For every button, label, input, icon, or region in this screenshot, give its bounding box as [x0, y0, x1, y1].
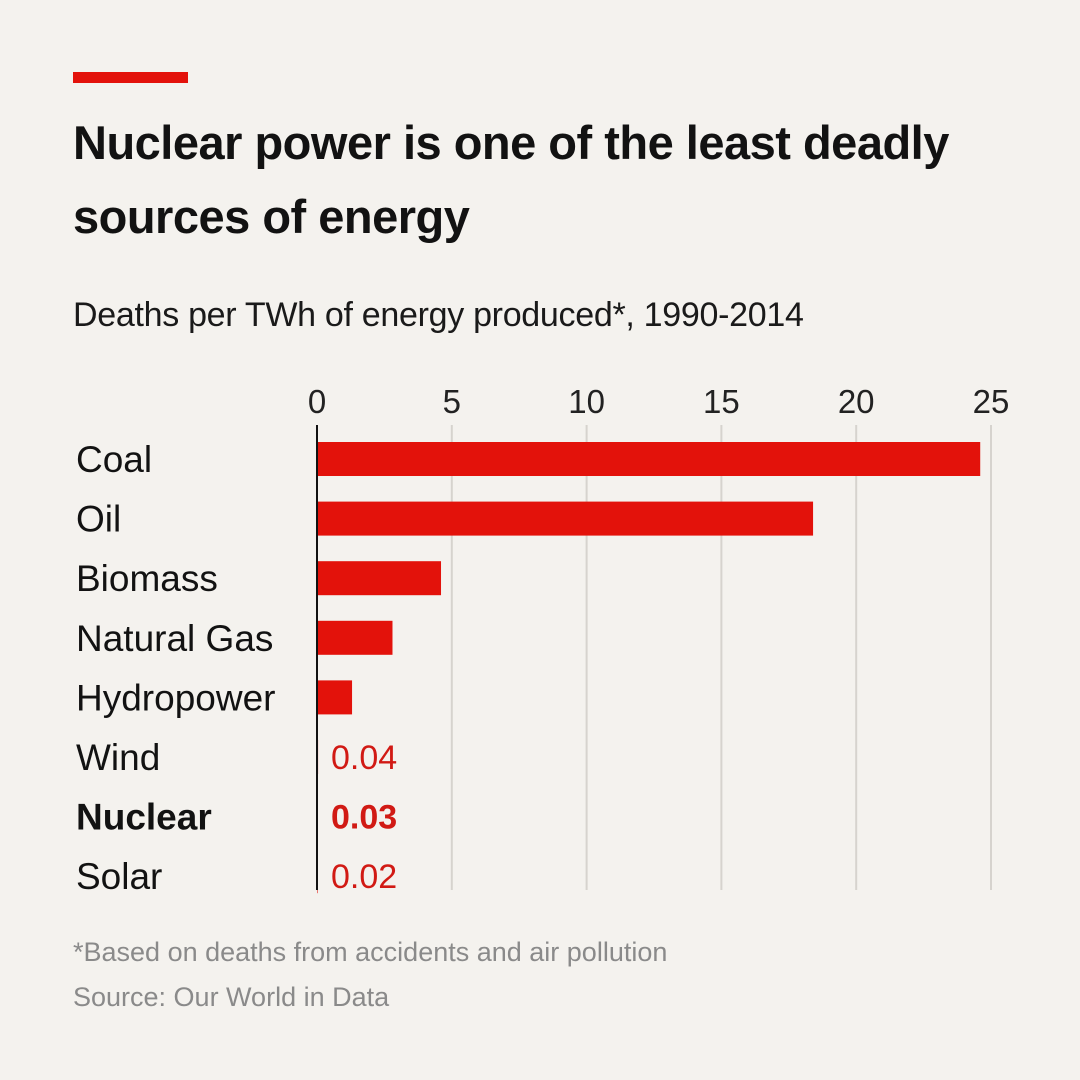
category-label: Natural Gas	[76, 618, 273, 659]
x-tick-label: 15	[703, 383, 740, 420]
category-label: Nuclear	[76, 797, 212, 838]
chart-subtitle: Deaths per TWh of energy produced*, 1990…	[73, 296, 804, 334]
value-label: 0.04	[331, 739, 397, 777]
footnote: *Based on deaths from accidents and air …	[73, 937, 668, 967]
x-tick-label: 0	[308, 383, 326, 420]
x-tick-label: 25	[973, 383, 1010, 420]
bar-oil	[317, 501, 814, 536]
x-tick-label: 10	[568, 383, 605, 420]
value-labels: 0.04 0.03 0.02	[331, 739, 397, 896]
bar-natural-gas	[317, 620, 393, 655]
category-labels: Coal Oil Biomass Natural Gas Hydropower Wind N…	[76, 439, 275, 897]
chart-title: Nuclear power is one of the least deadly…	[73, 116, 949, 243]
x-tick-label: 5	[443, 383, 461, 420]
source-note: Source: Our World in Data	[73, 982, 390, 1012]
grid-lines	[450, 425, 992, 890]
x-tick-label: 20	[838, 383, 875, 420]
category-label: Biomass	[76, 558, 218, 599]
x-axis-ticks: 0 5 10 15 20 25	[308, 383, 1010, 420]
category-label: Coal	[76, 439, 152, 480]
category-label: Oil	[76, 499, 121, 540]
bars	[317, 442, 981, 894]
category-label: Solar	[76, 856, 162, 897]
value-label: 0.02	[331, 858, 397, 896]
category-label: Hydropower	[76, 677, 275, 718]
bar-biomass	[317, 561, 442, 596]
category-label: Wind	[76, 737, 160, 778]
accent-bar	[73, 72, 188, 83]
bar-coal	[317, 442, 981, 476]
value-label: 0.03	[331, 799, 397, 837]
bar-hydropower	[317, 680, 353, 715]
